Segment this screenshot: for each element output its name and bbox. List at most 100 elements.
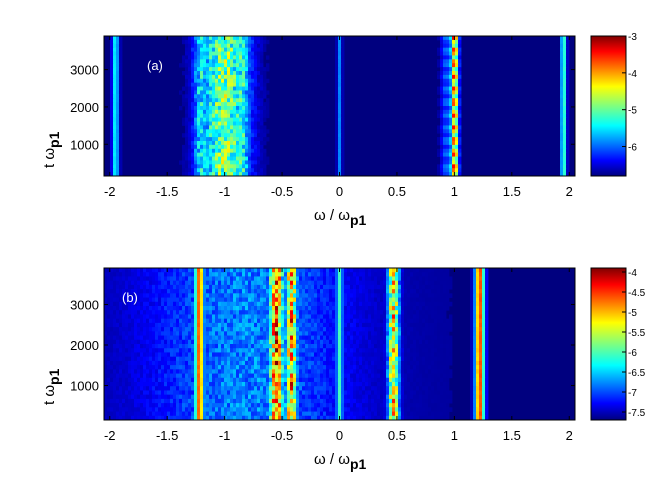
heatmap-cell — [404, 369, 408, 374]
heatmap-cell — [248, 318, 252, 324]
heatmap-cell — [215, 280, 219, 286]
heatmap-cell — [152, 360, 156, 366]
heatmap-cell — [341, 348, 345, 353]
heatmap-cell — [116, 39, 120, 45]
heatmap-cell — [248, 284, 252, 290]
heatmap-cell — [410, 352, 414, 358]
heatmap-cell — [158, 280, 162, 286]
heatmap-cell — [353, 327, 357, 332]
heatmap-cell — [257, 268, 261, 273]
heatmap-cell — [182, 348, 186, 353]
heatmap-cell — [335, 327, 339, 332]
heatmap-cell — [167, 344, 171, 349]
heatmap-cell — [440, 156, 444, 161]
heatmap-cell — [269, 284, 273, 290]
x-tick-label: 2 — [566, 184, 573, 199]
heatmap-cell — [476, 377, 480, 383]
heatmap-cell — [437, 352, 441, 358]
heatmap-cell — [383, 310, 387, 315]
heatmap-cell — [362, 301, 366, 307]
heatmap-cell — [164, 356, 168, 362]
heatmap-cell — [374, 365, 378, 370]
heatmap-cell — [308, 335, 312, 341]
heatmap-cell — [266, 369, 270, 374]
heatmap-cell — [137, 382, 141, 387]
heatmap-cell — [191, 306, 195, 311]
heatmap-cell — [338, 47, 342, 52]
heatmap-cell — [254, 365, 258, 370]
heatmap-cell — [248, 331, 252, 336]
heatmap-cell — [413, 352, 417, 358]
heatmap-cell — [200, 98, 204, 103]
heatmap-cell — [482, 327, 486, 332]
heatmap-cell — [188, 293, 192, 298]
heatmap-cell — [293, 301, 297, 307]
heatmap-cell — [251, 352, 255, 358]
heatmap-cell — [446, 121, 450, 126]
panel-a-colorbar-gradient — [591, 36, 626, 176]
heatmap-cell — [341, 94, 345, 99]
heatmap-cell — [185, 36, 189, 41]
heatmap-cell — [284, 301, 288, 307]
heatmap-cell — [182, 164, 186, 169]
heatmap-cell — [368, 272, 372, 277]
heatmap-cell — [449, 293, 453, 298]
heatmap-cell — [440, 113, 444, 119]
heatmap-cell — [386, 335, 390, 341]
heatmap-cell — [110, 156, 114, 161]
heatmap-cell — [356, 272, 360, 277]
heatmap-cell — [230, 125, 234, 130]
heatmap-cell — [116, 356, 120, 362]
heatmap-cell — [125, 268, 129, 273]
heatmap-cell — [365, 276, 369, 282]
heatmap-cell — [479, 297, 483, 303]
heatmap-cell — [275, 339, 279, 345]
heatmap-cell — [245, 160, 249, 165]
heatmap-cell — [563, 55, 567, 60]
heatmap-cell — [284, 331, 288, 336]
heatmap-cell — [362, 297, 366, 303]
heatmap-cell — [449, 168, 453, 173]
heatmap-cell — [128, 365, 132, 370]
heatmap-cell — [356, 297, 360, 303]
heatmap-cell — [428, 352, 432, 358]
heatmap-cell — [197, 314, 201, 320]
heatmap-cell — [149, 331, 153, 336]
heatmap-cell — [119, 382, 123, 387]
heatmap-cell — [155, 377, 159, 383]
heatmap-cell — [338, 106, 342, 111]
heatmap-cell — [191, 63, 195, 68]
heatmap-cell — [386, 318, 390, 324]
heatmap-cell — [242, 365, 246, 370]
heatmap-cell — [251, 51, 255, 56]
heatmap-cell — [215, 47, 219, 52]
heatmap-cell — [392, 272, 396, 277]
heatmap-cell — [215, 121, 219, 126]
heatmap-cell — [383, 352, 387, 358]
heatmap-cell — [233, 369, 237, 374]
heatmap-cell — [389, 276, 393, 282]
heatmap-cell — [329, 322, 333, 328]
heatmap-cell — [203, 102, 207, 107]
heatmap-cell — [236, 144, 240, 150]
heatmap-cell — [302, 318, 306, 324]
heatmap-cell — [263, 102, 267, 107]
heatmap-cell — [452, 43, 456, 49]
heatmap-cell — [116, 335, 120, 341]
heatmap-cell — [266, 78, 270, 84]
heatmap-cell — [266, 284, 270, 290]
heatmap-cell — [278, 284, 282, 290]
heatmap-cell — [251, 82, 255, 87]
heatmap-cell — [422, 310, 426, 315]
heatmap-cell — [152, 377, 156, 383]
heatmap-cell — [305, 276, 309, 282]
heatmap-cell — [257, 373, 261, 379]
heatmap-cell — [236, 289, 240, 294]
heatmap-cell — [263, 373, 267, 379]
heatmap-cell — [194, 51, 198, 56]
heatmap-cell — [437, 125, 441, 130]
heatmap-cell — [428, 327, 432, 332]
heatmap-cell — [446, 63, 450, 68]
heatmap-cell — [110, 318, 114, 324]
heatmap-cell — [218, 133, 222, 138]
